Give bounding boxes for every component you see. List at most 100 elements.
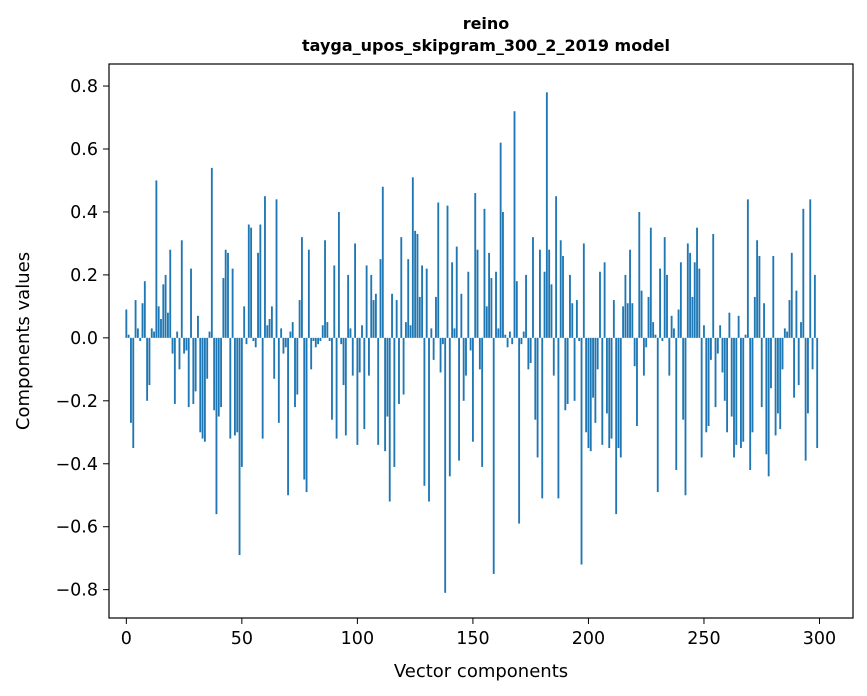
bar-273 <box>756 240 759 338</box>
bar-226 <box>647 296 650 338</box>
bar-267 <box>742 337 745 442</box>
y-tick-label-4: 0.0 <box>70 329 98 349</box>
bar-0 <box>125 309 128 338</box>
bar-4 <box>134 300 137 338</box>
bar-176 <box>532 237 534 338</box>
bar-204 <box>596 337 599 370</box>
bar-285 <box>783 328 786 338</box>
bar-90 <box>333 265 336 338</box>
bar-112 <box>384 337 387 452</box>
bar-146 <box>462 337 465 401</box>
bar-137 <box>441 337 444 345</box>
bar-120 <box>402 337 405 395</box>
bar-110 <box>379 259 382 338</box>
bar-101 <box>358 337 361 373</box>
bar-163 <box>502 211 504 338</box>
bar-56 <box>254 337 257 348</box>
bar-12 <box>153 331 155 338</box>
bar-284 <box>781 337 784 370</box>
bar-250 <box>703 325 705 338</box>
bar-170 <box>518 337 521 524</box>
bar-75 <box>298 300 301 338</box>
bar-5 <box>136 328 139 338</box>
bar-83 <box>317 337 320 345</box>
bar-25 <box>183 337 186 354</box>
bar-256 <box>716 337 719 354</box>
bar-143 <box>455 246 458 338</box>
bar-114 <box>388 337 391 502</box>
bar-246 <box>693 262 696 338</box>
bar-218 <box>629 249 631 338</box>
bar-165 <box>506 337 509 348</box>
bar-239 <box>677 309 680 338</box>
y-tick-label-1: −0.6 <box>56 518 99 538</box>
bar-6 <box>139 337 142 341</box>
bar-251 <box>705 337 708 433</box>
bar-71 <box>289 331 292 338</box>
bar-207 <box>603 262 606 338</box>
bar-50 <box>240 337 243 467</box>
bar-214 <box>619 337 622 458</box>
bar-33 <box>201 337 204 439</box>
bar-172 <box>522 331 525 338</box>
bar-27 <box>187 337 190 408</box>
bar-265 <box>737 315 740 338</box>
bar-202 <box>592 337 594 398</box>
bar-86 <box>324 240 326 338</box>
bar-193 <box>571 303 574 338</box>
bar-294 <box>804 337 807 461</box>
x-tick-label-5: 250 <box>687 629 720 649</box>
bar-23 <box>178 337 181 370</box>
bar-111 <box>381 186 384 338</box>
bar-179 <box>539 249 541 338</box>
bar-121 <box>404 322 407 338</box>
bar-283 <box>779 337 782 430</box>
bar-281 <box>774 337 777 436</box>
bar-105 <box>368 337 370 376</box>
bar-24 <box>180 240 183 338</box>
bar-255 <box>714 337 717 408</box>
bar-92 <box>337 211 340 338</box>
bar-233 <box>663 237 666 338</box>
bar-117 <box>395 300 398 338</box>
bar-31 <box>197 315 199 338</box>
bar-257 <box>719 325 722 338</box>
bar-66 <box>277 337 280 423</box>
bar-187 <box>557 337 560 499</box>
bar-130 <box>425 268 428 338</box>
bar-147 <box>465 337 467 376</box>
bar-88 <box>328 337 331 341</box>
bar-51 <box>243 306 246 338</box>
bar-248 <box>698 268 701 338</box>
bar-190 <box>564 337 567 411</box>
bar-40 <box>217 337 220 417</box>
bar-181 <box>543 271 546 338</box>
bar-20 <box>171 337 174 354</box>
bar-259 <box>723 337 726 401</box>
bar-295 <box>807 337 809 414</box>
bar-55 <box>252 337 255 341</box>
bar-53 <box>247 224 250 338</box>
bar-293 <box>802 208 805 338</box>
bar-235 <box>668 337 671 376</box>
bar-72 <box>291 322 294 338</box>
y-tick-label-3: −0.2 <box>56 392 99 412</box>
bar-142 <box>453 328 456 338</box>
y-tick-label-6: 0.4 <box>70 203 98 223</box>
bar-219 <box>631 303 634 338</box>
bar-44 <box>227 252 229 338</box>
x-tick-label-3: 150 <box>456 629 489 649</box>
bar-127 <box>418 296 421 338</box>
bar-240 <box>679 262 682 338</box>
bar-64 <box>273 337 276 379</box>
bar-236 <box>670 315 673 338</box>
bar-272 <box>753 296 756 338</box>
bar-97 <box>349 328 352 338</box>
bar-215 <box>622 306 625 338</box>
bar-220 <box>633 337 636 367</box>
bar-85 <box>321 325 324 338</box>
bar-192 <box>569 274 571 338</box>
bar-161 <box>497 328 500 338</box>
bar-185 <box>552 337 555 376</box>
bar-197 <box>580 337 583 565</box>
